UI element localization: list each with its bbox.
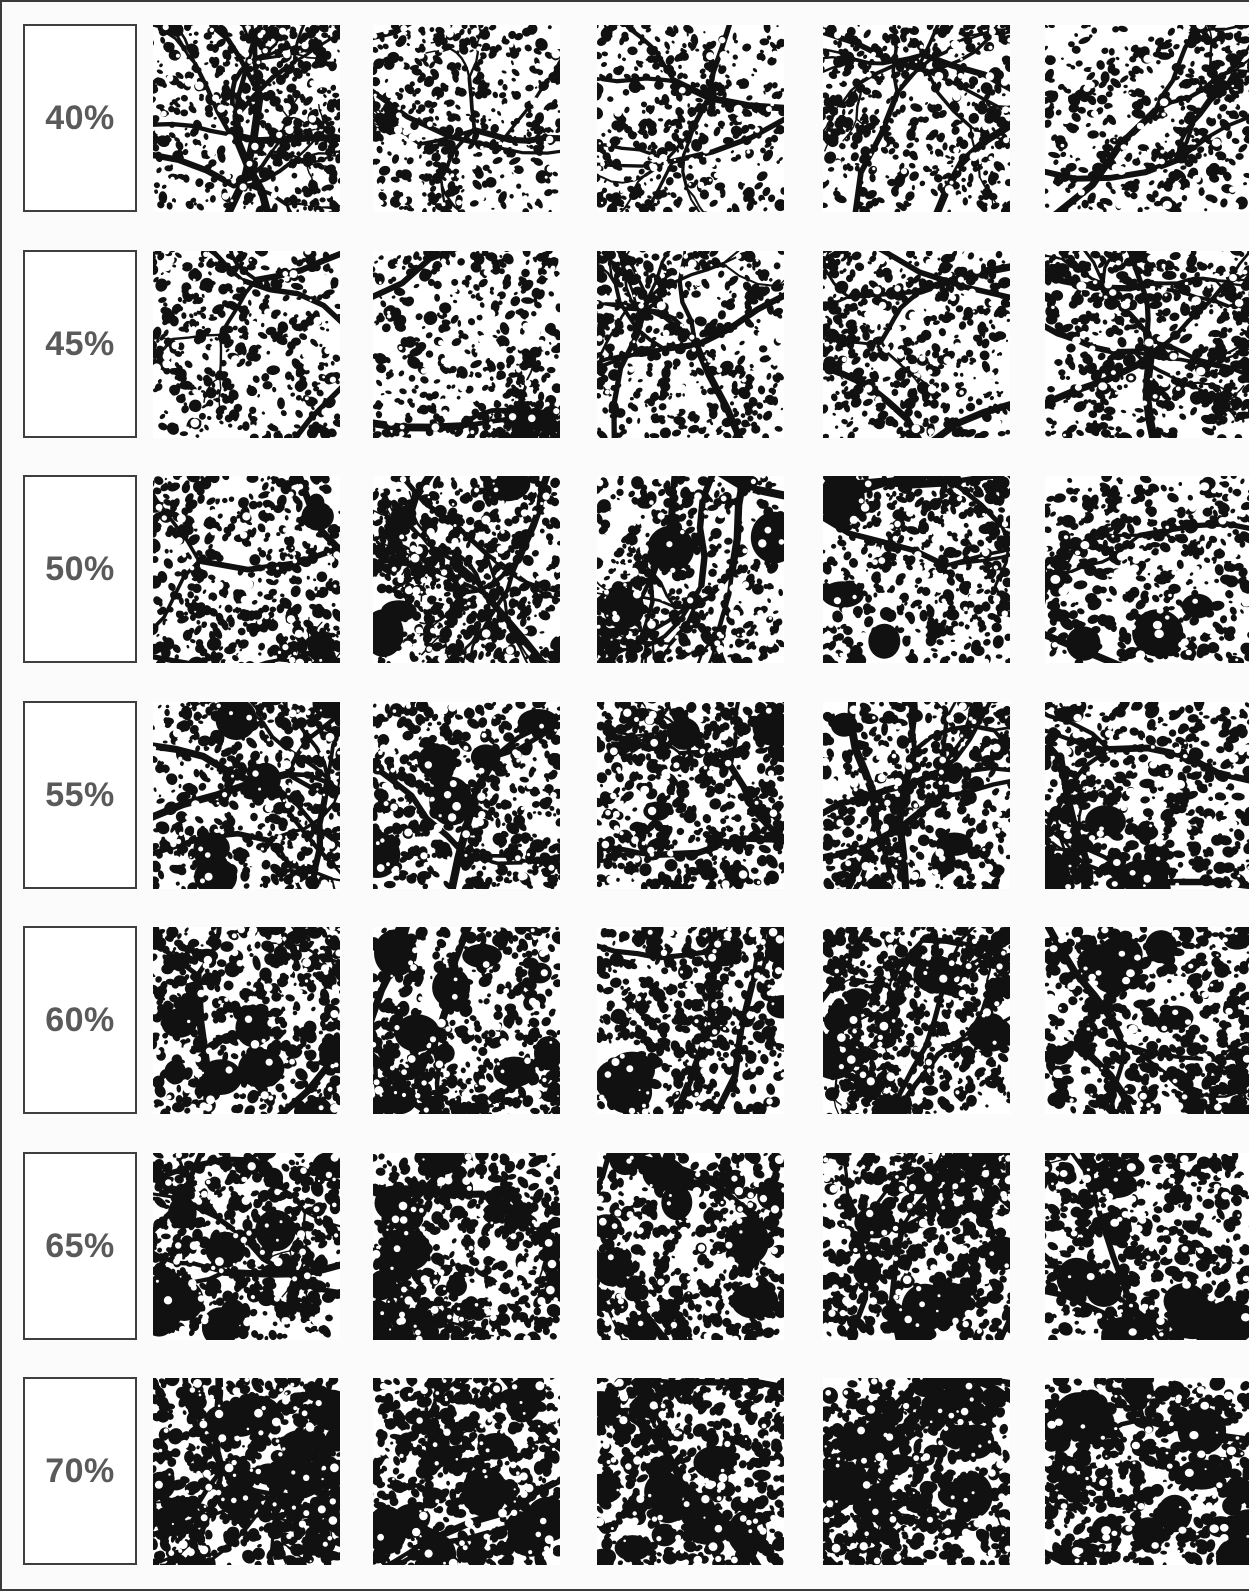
canopy-image — [373, 1378, 560, 1565]
canopy-sample-5 — [1045, 702, 1249, 889]
canopy-sample-1 — [153, 702, 340, 889]
cover-label-box: 60% — [23, 926, 137, 1114]
canopy-image — [1045, 1153, 1249, 1340]
canopy-image — [373, 25, 560, 212]
canopy-image — [823, 702, 1010, 889]
canopy-sample-3 — [597, 1378, 784, 1565]
canopy-sample-5 — [1045, 251, 1249, 438]
canopy-image — [1045, 251, 1249, 438]
cover-label-box: 55% — [23, 701, 137, 889]
canopy-image — [153, 1378, 340, 1565]
cover-label-box: 45% — [23, 250, 137, 438]
canopy-image — [823, 476, 1010, 663]
canopy-sample-5 — [1045, 476, 1249, 663]
cover-label-box: 50% — [23, 475, 137, 663]
canopy-sample-3 — [597, 1153, 784, 1340]
cover-percent-label: 45% — [45, 325, 115, 364]
canopy-image — [153, 702, 340, 889]
canopy-sample-4 — [823, 476, 1010, 663]
canopy-sample-2 — [373, 476, 560, 663]
canopy-image — [823, 25, 1010, 212]
canopy-image — [153, 476, 340, 663]
canopy-sample-3 — [597, 702, 784, 889]
canopy-image — [597, 1153, 784, 1340]
canopy-image — [1045, 476, 1249, 663]
canopy-sample-2 — [373, 1153, 560, 1340]
canopy-image — [597, 25, 784, 212]
canopy-sample-1 — [153, 1378, 340, 1565]
cover-percent-label: 60% — [45, 1001, 115, 1040]
canopy-sample-5 — [1045, 25, 1249, 212]
canopy-image — [823, 927, 1010, 1114]
canopy-sample-3 — [597, 251, 784, 438]
canopy-sample-5 — [1045, 1378, 1249, 1565]
canopy-image — [597, 1378, 784, 1565]
canopy-image — [1045, 25, 1249, 212]
canopy-sample-5 — [1045, 927, 1249, 1114]
canopy-sample-4 — [823, 25, 1010, 212]
canopy-image — [597, 251, 784, 438]
cover-percent-label: 50% — [45, 550, 115, 589]
canopy-sample-4 — [823, 251, 1010, 438]
canopy-sample-1 — [153, 476, 340, 663]
canopy-sample-1 — [153, 251, 340, 438]
canopy-sample-4 — [823, 702, 1010, 889]
canopy-image — [823, 251, 1010, 438]
cover-percent-label: 70% — [45, 1452, 115, 1491]
canopy-sample-4 — [823, 1378, 1010, 1565]
canopy-image — [373, 927, 560, 1114]
canopy-image — [153, 1153, 340, 1340]
canopy-image — [1045, 702, 1249, 889]
cover-label-box: 65% — [23, 1152, 137, 1340]
canopy-sample-3 — [597, 927, 784, 1114]
cover-percent-label: 55% — [45, 776, 115, 815]
cover-label-box: 70% — [23, 1377, 137, 1565]
canopy-sample-1 — [153, 927, 340, 1114]
cover-percent-label: 65% — [45, 1227, 115, 1266]
canopy-sample-3 — [597, 476, 784, 663]
canopy-sample-4 — [823, 927, 1010, 1114]
cover-label-box: 40% — [23, 24, 137, 212]
canopy-sample-1 — [153, 25, 340, 212]
canopy-image — [1045, 1378, 1249, 1565]
canopy-image — [1045, 927, 1249, 1114]
canopy-image — [373, 251, 560, 438]
canopy-sample-2 — [373, 927, 560, 1114]
canopy-image — [597, 476, 784, 663]
canopy-image — [153, 25, 340, 212]
canopy-sample-4 — [823, 1153, 1010, 1340]
canopy-image — [153, 927, 340, 1114]
canopy-sample-2 — [373, 1378, 560, 1565]
canopy-sample-1 — [153, 1153, 340, 1340]
canopy-image — [597, 702, 784, 889]
canopy-image — [373, 702, 560, 889]
canopy-image — [373, 476, 560, 663]
canopy-image — [597, 927, 784, 1114]
canopy-sample-2 — [373, 251, 560, 438]
cover-percent-label: 40% — [45, 99, 115, 138]
canopy-sample-5 — [1045, 1153, 1249, 1340]
canopy-image — [823, 1153, 1010, 1340]
canopy-sample-2 — [373, 25, 560, 212]
canopy-sample-3 — [597, 25, 784, 212]
canopy-sample-2 — [373, 702, 560, 889]
canopy-image — [153, 251, 340, 438]
canopy-image — [823, 1378, 1010, 1565]
canopy-image — [373, 1153, 560, 1340]
